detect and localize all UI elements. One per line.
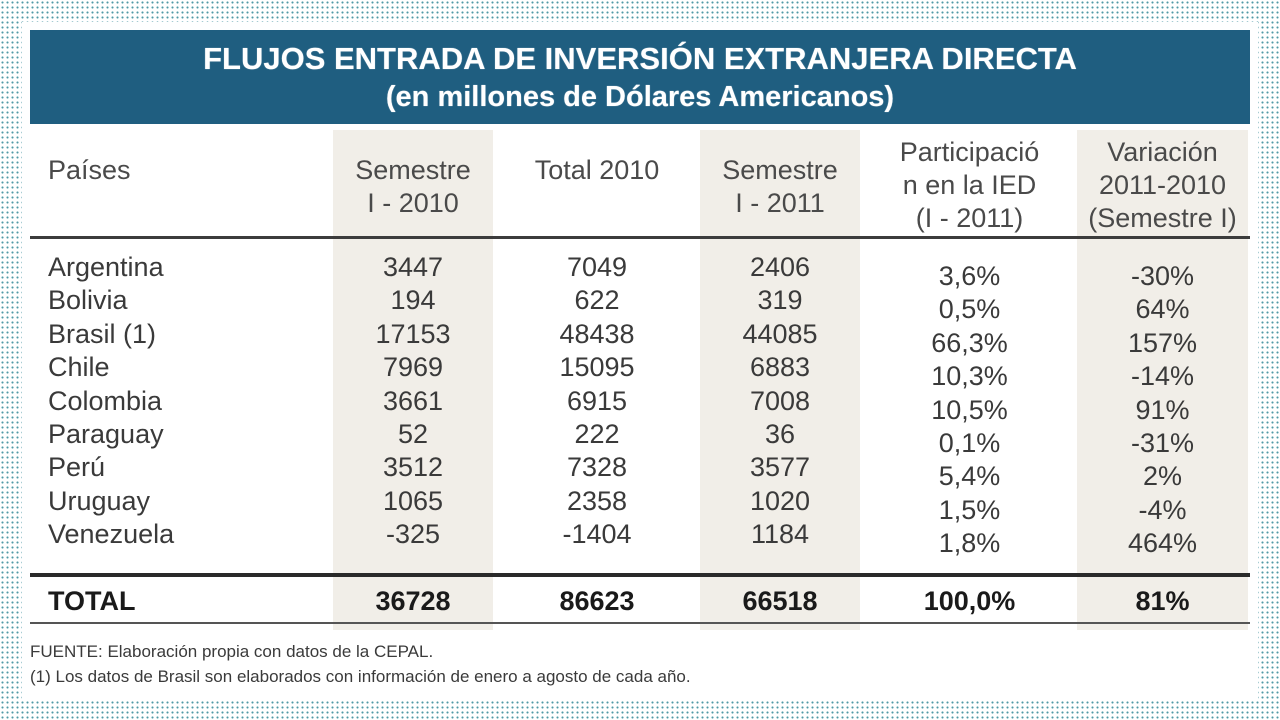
column-variation: -30% 64% 157% -14% 91% -31% 2% -4% 464% xyxy=(1077,260,1248,561)
table-row-country: Colombia xyxy=(48,385,163,416)
table-cell: -1404 xyxy=(562,519,632,550)
source-footnote: FUENTE: Elaboración propia con datos de … xyxy=(30,642,434,661)
column-total-2010: 7049 622 48438 15095 6915 222 7328 2358 … xyxy=(502,251,692,552)
table-cell: -31% xyxy=(1130,428,1195,459)
total-total-2010: 86623 xyxy=(559,586,635,616)
table-cell: 6915 xyxy=(566,385,628,416)
table-cell: 10,5% xyxy=(931,394,1008,425)
table-row-country: Venezuela xyxy=(48,519,175,550)
table-cell: 7328 xyxy=(566,452,628,483)
total-sem1-2011: 66518 xyxy=(742,586,818,616)
table-cell: 17153 xyxy=(375,318,451,349)
table-cell: 3,6% xyxy=(938,261,1001,291)
header-sem1-2011: Semestre I - 2011 xyxy=(722,155,838,218)
table-row-country: Perú xyxy=(48,452,106,483)
table-cell: 2406 xyxy=(749,252,811,282)
table-cell: 3447 xyxy=(382,252,444,282)
column-countries: Argentina Bolivia Brasil (1) Chile Colom… xyxy=(48,251,328,552)
header-divider xyxy=(30,236,1250,239)
table-cell: 7049 xyxy=(566,252,628,282)
total-divider xyxy=(30,573,1250,577)
table-cell: 7008 xyxy=(749,385,811,416)
header-participation: Participació n en la IED (I - 2011) xyxy=(899,137,1040,233)
table-sheet: FLUJOS ENTRADA DE INVERSIÓN EXTRANJERA D… xyxy=(22,22,1258,700)
brasil-footnote: (1) Los datos de Brasil son elaborados c… xyxy=(30,667,691,686)
table-subtitle: (en millones de Dólares Americanos) xyxy=(385,81,895,113)
total-participation: 100,0% xyxy=(923,586,1016,616)
table-cell: 319 xyxy=(757,285,803,316)
table-row-country: Paraguay xyxy=(48,419,164,450)
table-cell: 48438 xyxy=(559,318,635,349)
table-cell: -14% xyxy=(1130,361,1195,392)
table-row-country: Bolivia xyxy=(48,285,128,316)
table-cell: 464% xyxy=(1127,528,1198,559)
total-sem1-2010: 36728 xyxy=(375,586,451,616)
table-cell: 622 xyxy=(574,285,620,316)
table-cell: 1065 xyxy=(382,485,444,516)
bottom-rule xyxy=(30,622,1250,624)
table-cell: 52 xyxy=(397,419,429,450)
table-cell: 2% xyxy=(1142,461,1183,492)
table-title-banner: FLUJOS ENTRADA DE INVERSIÓN EXTRANJERA D… xyxy=(30,30,1250,124)
table-row-country: Uruguay xyxy=(48,485,151,516)
table-cell: 91% xyxy=(1135,394,1190,425)
table-cell: 222 xyxy=(574,419,620,450)
table-cell: 3577 xyxy=(749,452,811,483)
table-cell: 157% xyxy=(1127,327,1198,358)
table-cell: -4% xyxy=(1138,494,1187,525)
table-cell: -30% xyxy=(1130,261,1195,291)
header-sem1-2010: Semestre I - 2010 xyxy=(355,155,471,218)
table-cell: 66,3% xyxy=(931,327,1008,358)
table-cell: 0,5% xyxy=(938,294,1001,325)
column-sem1-2010: 3447 194 17153 7969 3661 52 3512 1065 -3… xyxy=(333,251,493,552)
total-variation: 81% xyxy=(1135,586,1190,616)
header-variation: Variación 2011-2010 (Semestre I) xyxy=(1088,137,1237,233)
table-cell: 10,3% xyxy=(931,361,1008,392)
shade-col-variation xyxy=(1077,130,1248,630)
header-countries: Países xyxy=(48,155,131,185)
table-cell: 64% xyxy=(1135,294,1190,325)
table-cell: 36 xyxy=(764,419,796,450)
table-cell: 1020 xyxy=(749,485,811,516)
table-row-country: Chile xyxy=(48,352,110,383)
table-cell: 3661 xyxy=(382,385,444,416)
table-cell: 194 xyxy=(390,285,436,316)
table-cell: 15095 xyxy=(559,352,635,383)
column-sem1-2011: 2406 319 44085 6883 7008 36 3577 1020 11… xyxy=(700,251,860,552)
header-total-2010: Total 2010 xyxy=(534,155,660,185)
table-row-country: Argentina xyxy=(48,252,164,282)
shade-col-sem1-2010 xyxy=(333,130,493,630)
table-cell: 3512 xyxy=(382,452,444,483)
table-cell: 2358 xyxy=(566,485,628,516)
table-row-country: Brasil (1) xyxy=(48,318,157,349)
table-cell: 44085 xyxy=(742,318,818,349)
table-cell: 1184 xyxy=(750,519,810,550)
table-title: FLUJOS ENTRADA DE INVERSIÓN EXTRANJERA D… xyxy=(203,41,1077,76)
total-label: TOTAL xyxy=(48,586,136,616)
table-cell: 0,1% xyxy=(938,428,1001,459)
table-cell: -325 xyxy=(385,519,441,550)
table-cell: 1,5% xyxy=(938,494,1001,525)
table-cell: 6883 xyxy=(749,352,811,383)
column-participation: 3,6% 0,5% 66,3% 10,3% 10,5% 0,1% 5,4% 1,… xyxy=(872,260,1067,561)
shade-col-sem1-2011 xyxy=(700,130,860,630)
table-cell: 7969 xyxy=(382,352,444,383)
table-cell: 1,8% xyxy=(938,528,1001,559)
table-cell: 5,4% xyxy=(938,461,1001,492)
